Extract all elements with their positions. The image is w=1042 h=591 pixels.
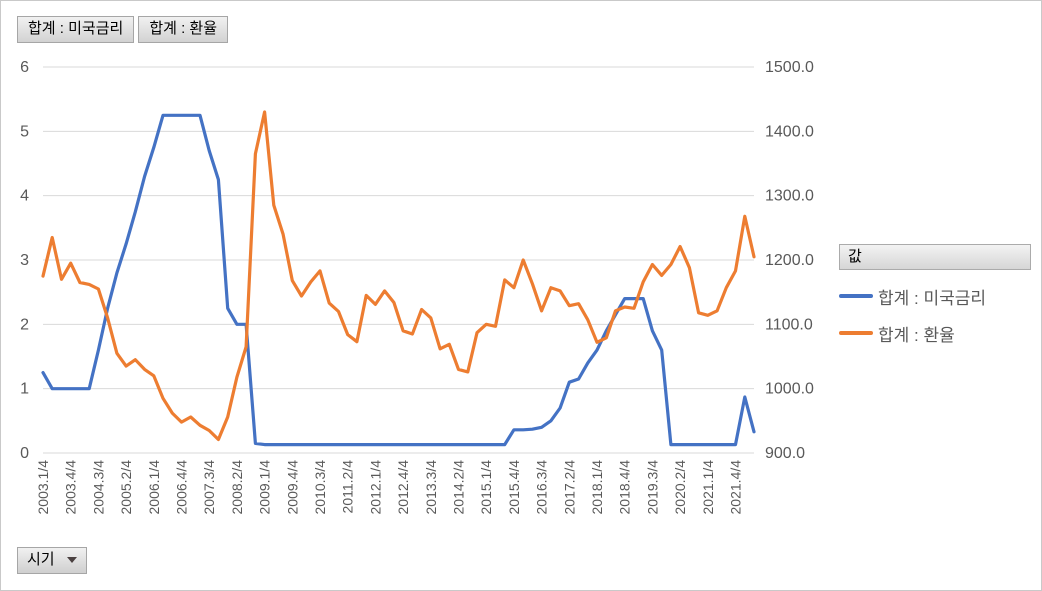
x-axis-tick-label: 2020.2/4 <box>672 460 688 515</box>
x-axis-tick-label: 2017.2/4 <box>561 460 577 515</box>
left-axis-tick-label: 1 <box>20 381 29 398</box>
x-axis-tick-label: 2010.3/4 <box>312 460 328 515</box>
axis-field-button-period[interactable]: 시기 <box>17 547 87 574</box>
x-axis-tick-label: 2018.4/4 <box>617 460 633 515</box>
x-axis-tick-label: 2015.1/4 <box>478 460 494 515</box>
x-axis-tick-label: 2009.4/4 <box>284 460 300 515</box>
x-axis-tick-label: 2012.1/4 <box>367 460 383 515</box>
left-axis-tick-label: 6 <box>20 59 29 76</box>
x-axis-tick-label: 2021.4/4 <box>728 460 744 515</box>
right-axis-tick-label: 1000.0 <box>765 381 814 398</box>
x-axis-tick-label: 2014.2/4 <box>451 460 467 515</box>
x-axis-tick-label: 2006.4/4 <box>174 460 190 515</box>
left-axis-tick-label: 5 <box>20 123 29 140</box>
x-axis-tick-label: 2007.3/4 <box>201 460 217 515</box>
right-axis-tick-label: 1300.0 <box>765 188 814 205</box>
field-button-exchange-rate[interactable]: 합계 : 환율 <box>138 16 229 43</box>
x-axis-tick-label: 2009.1/4 <box>257 460 273 515</box>
legend-label-exchange-rate: 합계 : 환율 <box>878 325 955 345</box>
right-axis-tick-label: 1400.0 <box>765 123 814 140</box>
dropdown-arrow-icon <box>66 557 77 563</box>
right-axis-tick-label: 1100.0 <box>765 316 813 333</box>
x-axis-tick-label: 2012.4/4 <box>395 460 411 515</box>
x-axis-tick-label: 2011.2/4 <box>340 460 356 514</box>
x-axis-tick-label: 2006.1/4 <box>146 460 162 515</box>
values-field-button[interactable]: 값 <box>839 244 1031 270</box>
exchange-rate-line-swatch <box>839 331 873 335</box>
legend-label-us-rate: 합계 : 미국금리 <box>878 288 987 308</box>
series-line-1[interactable] <box>41 110 756 442</box>
right-axis-tick-label: 1500.0 <box>765 59 814 76</box>
x-axis-tick-label: 2004.3/4 <box>90 460 106 515</box>
left-axis-tick-label: 3 <box>20 252 29 269</box>
field-button-us-rate[interactable]: 합계 : 미국금리 <box>17 16 135 43</box>
left-axis-tick-label: 4 <box>20 188 29 205</box>
x-axis-tick-label: 2018.1/4 <box>589 460 605 515</box>
value-field-buttons: 합계 : 미국금리 합계 : 환율 <box>17 16 229 43</box>
x-axis-tick-label: 2005.2/4 <box>118 460 134 515</box>
legend-item-us-rate[interactable]: 합계 : 미국금리 <box>839 285 1031 308</box>
right-axis-tick-label: 900.0 <box>765 445 805 462</box>
left-axis-tick-label: 0 <box>20 445 29 462</box>
chart-legend: 값 합계 : 미국금리 합계 : 환율 <box>839 244 1031 345</box>
x-axis-tick-label: 2003.4/4 <box>63 460 79 515</box>
series-line-0[interactable] <box>41 113 756 447</box>
x-axis-tick-label: 2021.1/4 <box>700 460 716 515</box>
us-rate-line-swatch <box>839 294 873 298</box>
x-axis-tick-label: 2013.3/4 <box>423 460 439 515</box>
right-axis-tick-label: 1200.0 <box>765 252 814 269</box>
x-axis-tick-label: 2019.3/4 <box>644 460 660 515</box>
x-axis-tick-label: 2003.1/4 <box>35 460 51 515</box>
x-axis-tick-label: 2016.3/4 <box>534 460 550 515</box>
axis-field-label: 시기 <box>27 551 55 568</box>
x-axis-tick-label: 2015.4/4 <box>506 460 522 515</box>
legend-item-exchange-rate[interactable]: 합계 : 환율 <box>839 322 1031 345</box>
x-axis-tick-label: 2008.2/4 <box>229 460 245 515</box>
left-axis-tick-label: 2 <box>20 316 29 333</box>
